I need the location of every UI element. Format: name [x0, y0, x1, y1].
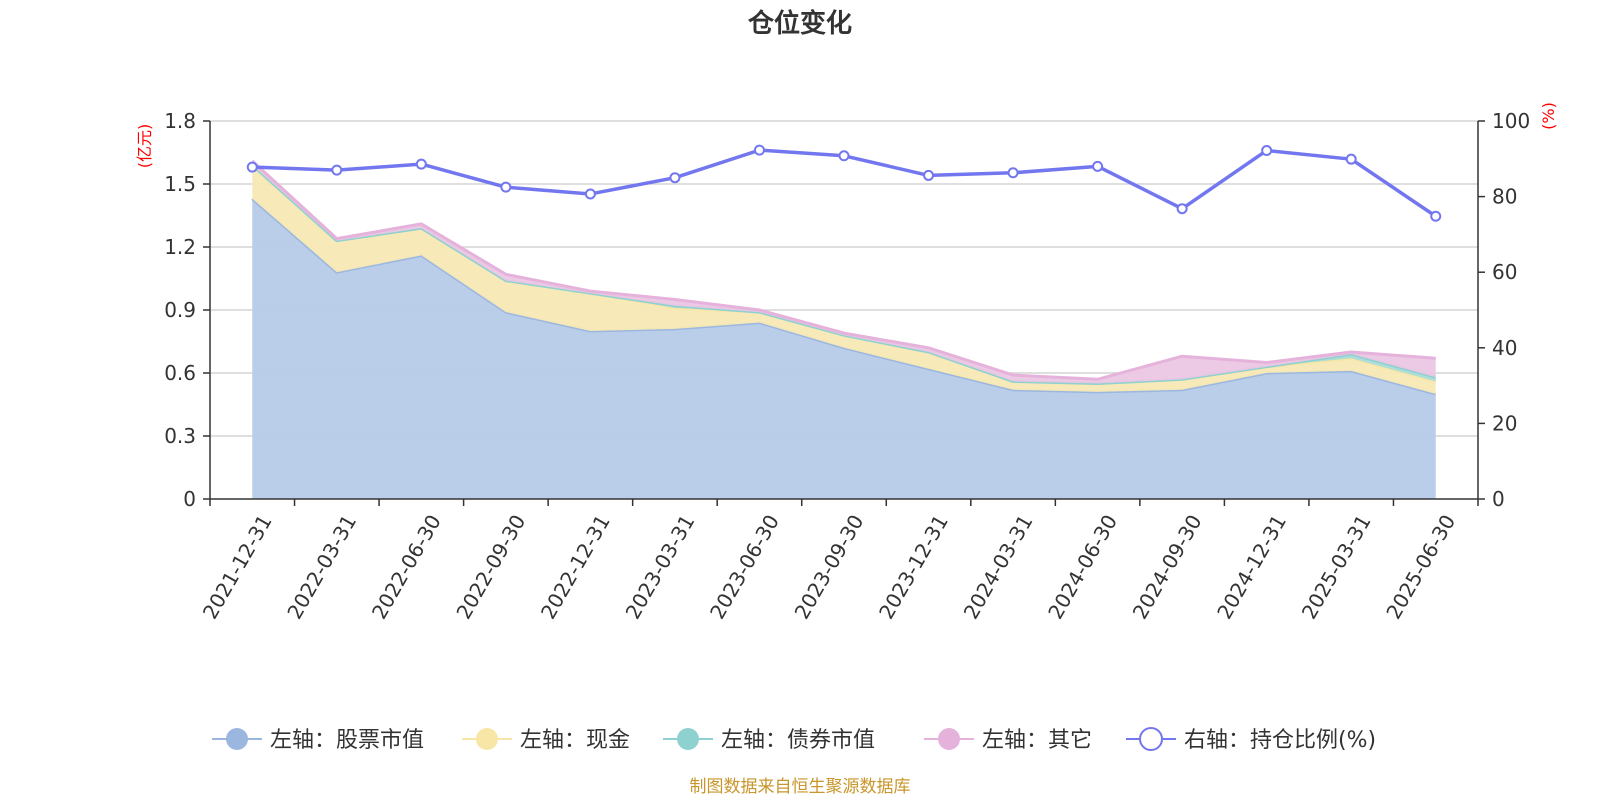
ratio-point [1430, 210, 1442, 222]
x-axis-tick-label: 2023-06-30 [705, 511, 784, 624]
right-axis-tick-label: 20 [1492, 411, 1517, 435]
right-axis-unit: (%) [1539, 102, 1558, 130]
legend-marker [476, 728, 498, 750]
left-axis-unit: (亿元) [135, 124, 154, 169]
x-axis-tick-label: 2023-03-31 [620, 511, 699, 624]
right-axis-tick-label: 40 [1492, 336, 1517, 360]
x-axis-tick-label: 2025-03-31 [1297, 511, 1376, 624]
area-series [251, 159, 1437, 499]
x-axis-tick-label: 2024-03-31 [959, 511, 1038, 624]
chart-title: 仓位变化 [747, 8, 852, 39]
x-axis-tick-label: 2022-09-30 [451, 511, 530, 624]
x-axis-tick-label: 2022-12-31 [536, 511, 615, 624]
x-axis-tick-label: 2024-06-30 [1043, 511, 1122, 624]
legend-label: 左轴：其它 [982, 728, 1092, 753]
area-2 [252, 165, 1436, 384]
left-axis-tick-label: 1.8 [164, 109, 196, 133]
legend-label: 左轴：现金 [520, 728, 630, 753]
legend-marker [677, 728, 699, 750]
ratio-point [1092, 160, 1104, 172]
ratio-point [1176, 203, 1188, 215]
ratio-point [753, 144, 765, 156]
right-axis-tick-label: 80 [1492, 185, 1517, 209]
legend-label: 左轴：债券市值 [721, 728, 875, 753]
ratio-point [1007, 167, 1019, 179]
ratio-point [500, 181, 512, 193]
left-axis-tick-label: 0.6 [164, 361, 196, 385]
ratio-point [669, 172, 681, 184]
left-axis-tick-label: 1.2 [164, 235, 196, 259]
x-axis-tick-label: 2021-12-31 [198, 511, 277, 624]
ratio-point [584, 188, 596, 200]
ratio-point [923, 169, 935, 181]
x-axis-tick-label: 2024-12-31 [1212, 511, 1291, 624]
legend-marker [1139, 727, 1163, 751]
ratio-point [331, 164, 343, 176]
legend-label: 右轴：持仓比例(%) [1184, 728, 1376, 753]
right-axis-tick-label: 100 [1492, 109, 1530, 133]
right-axis-tick-label: 60 [1492, 260, 1517, 284]
left-axis-tick-label: 0 [183, 487, 196, 511]
legend: 左轴：股票市值 左轴：现金 左轴：债券市值 左轴：其它 右轴：持仓比例(%) [212, 727, 1376, 753]
x-axis-tick-label: 2022-06-30 [367, 511, 446, 624]
legend-marker [226, 728, 248, 750]
left-axis-tick-label: 0.3 [164, 424, 196, 448]
left-axis-tick-label: 1.5 [164, 172, 196, 196]
source-note: 制图数据来自恒生聚源数据库 [690, 777, 911, 797]
x-axis-tick-label: 2022-03-31 [282, 511, 361, 624]
legend-label: 左轴：股票市值 [270, 728, 424, 753]
x-axis-tick-label: 2023-12-31 [874, 511, 953, 624]
area-edge-3 [251, 159, 1436, 381]
x-axis-tick-label: 2023-09-30 [790, 511, 869, 624]
ratio-point [415, 158, 427, 170]
line-series [246, 144, 1442, 222]
ratio-point [246, 161, 258, 173]
x-axis-tick-label: 2025-06-30 [1381, 511, 1460, 624]
left-axis-tick-label: 0.9 [164, 298, 196, 322]
right-axis-tick-label: 0 [1492, 487, 1505, 511]
x-axis-tick-label: 2024-09-30 [1128, 511, 1207, 624]
ratio-point [838, 150, 850, 162]
ratio-point [1261, 144, 1273, 156]
legend-marker [938, 728, 960, 750]
ratio-point [1345, 153, 1357, 165]
area-1 [252, 165, 1436, 394]
